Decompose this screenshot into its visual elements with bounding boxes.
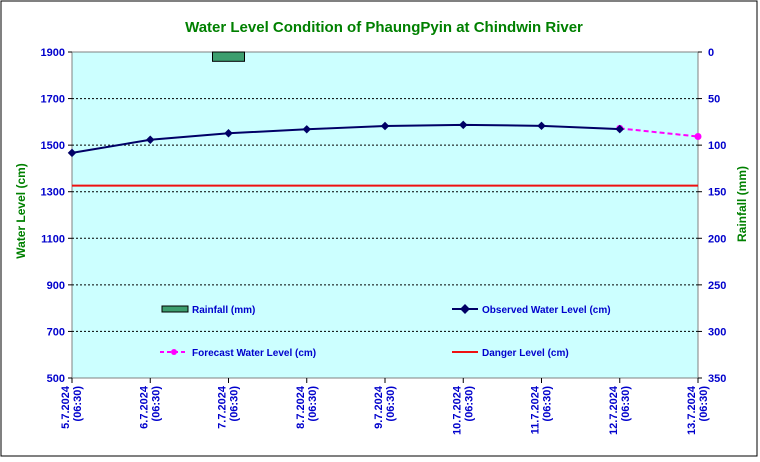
forecast-series-line: [619, 127, 699, 138]
x-tick-time-label: (06:30): [150, 386, 162, 422]
legend-forecast-marker: [171, 349, 177, 355]
x-tick-label: 9.7.2024: [373, 385, 385, 429]
x-tick-label: 10.7.2024: [451, 385, 463, 435]
observed-point: [459, 120, 468, 130]
right-tick-label: 150: [708, 187, 726, 199]
left-tick-label: 500: [47, 373, 65, 385]
left-tick-label: 900: [47, 280, 65, 292]
gridlines: [72, 98, 698, 332]
x-tick-time-label: (06:30): [542, 386, 554, 422]
right-tick-label: 250: [708, 280, 726, 292]
x-tick-label: 13.7.2024: [686, 385, 698, 435]
right-tick-label: 100: [708, 140, 726, 152]
chart-title: Water Level Condition of PhaungPyin at C…: [185, 19, 583, 36]
legend-observed-label: Observed Water Level (cm): [482, 305, 611, 316]
left-tick-label: 1700: [41, 94, 65, 106]
left-tick-label: 1500: [41, 140, 65, 152]
legend-observed-marker: [460, 304, 470, 314]
right-tick-label: 200: [708, 233, 726, 245]
x-tick-time-label: (06:30): [307, 386, 319, 422]
x-tick-label: 12.7.2024: [608, 385, 620, 435]
rainfall-bar: [212, 51, 245, 62]
right-tick-label: 50: [708, 94, 720, 106]
x-tick-label: 11.7.2024: [530, 385, 542, 434]
observed-point: [146, 135, 155, 145]
observed-point: [224, 129, 233, 138]
observed-series-line: [71, 123, 620, 154]
right-tick-label: 0: [708, 47, 714, 59]
left-tick-label: 700: [47, 326, 65, 338]
x-tick-time-label: (06:30): [229, 386, 241, 422]
x-tick-time-label: (06:30): [72, 386, 84, 422]
observed-point: [380, 121, 390, 131]
right-axis-label: Rainfall (mm): [735, 166, 749, 242]
plot-area: [71, 51, 699, 379]
x-tick-label: 6.7.2024: [138, 385, 150, 429]
left-tick-label: 1900: [41, 47, 65, 59]
left-tick-label: 1100: [41, 233, 65, 245]
forecast-point: [694, 133, 702, 141]
x-tick-label: 7.7.2024: [217, 385, 229, 429]
x-tick-time-label: (06:30): [385, 386, 397, 422]
series-lines: [67, 120, 702, 187]
left-tick-label: 1300: [41, 187, 65, 199]
x-tick-label: 5.7.2024: [60, 385, 72, 429]
right-tick-label: 300: [708, 326, 726, 338]
left-axis-label: Water Level (cm): [14, 163, 28, 259]
right-axis: 0 50 100 150 200 250 300 350: [698, 47, 726, 385]
left-axis: 500 700 900 1100 1300 1500 1700 1900: [41, 47, 72, 385]
x-tick-time-label: (06:30): [620, 386, 632, 422]
right-tick-label: 350: [708, 373, 726, 385]
legend-forecast-label: Forecast Water Level (cm): [192, 348, 316, 359]
legend: Rainfall (mm) Observed Water Level (cm) …: [160, 304, 611, 359]
rainfall-bars: [212, 51, 245, 62]
x-tick-time-label: (06:30): [463, 386, 475, 422]
legend-danger-label: Danger Level (cm): [482, 348, 569, 359]
legend-rainfall-swatch: [161, 305, 189, 313]
legend-rainfall-label: Rainfall (mm): [192, 305, 255, 316]
x-tick-time-label: (06:30): [698, 386, 710, 422]
x-axis: 5.7.2024 (06:30) 6.7.2024 (06:30) 7.7.2024 (0…: [60, 378, 710, 435]
observed-point: [67, 148, 77, 158]
x-tick-label: 8.7.2024: [295, 385, 307, 429]
